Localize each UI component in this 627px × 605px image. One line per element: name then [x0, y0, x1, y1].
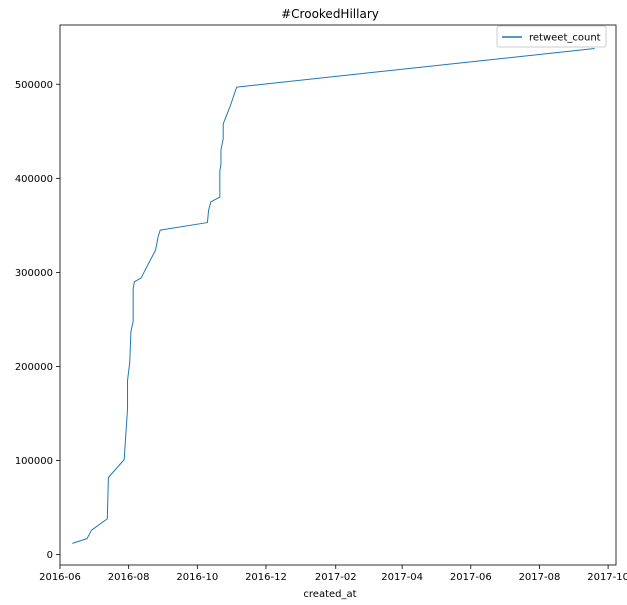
- legend-label-retweet-count: retweet_count: [529, 33, 601, 44]
- x-axis-label: created_at: [303, 589, 356, 600]
- x-tick-label-2017-02: 2017-02: [315, 572, 357, 583]
- y-tick-label-400000: 400000: [15, 174, 53, 185]
- x-tick-label-2017-06: 2017-06: [450, 572, 492, 583]
- plot-area: 2016-06 2016-08 2016-10 2016-12 2017-02 2017-…: [15, 24, 627, 583]
- y-tick-label-300000: 300000: [15, 268, 53, 279]
- x-tick-label-2016-06: 2016-06: [39, 572, 81, 583]
- y-tick-label-0: 0: [47, 550, 53, 561]
- x-tick-label-2016-10: 2016-10: [176, 572, 218, 583]
- x-tick-label-2017-08: 2017-08: [519, 572, 561, 583]
- legend: retweet_count: [496, 25, 607, 48]
- y-tick-label-500000: 500000: [15, 80, 53, 91]
- x-tick-label-2017-10: 2017-10: [587, 572, 627, 583]
- plot-frame: [59, 24, 617, 566]
- x-tick-label-2016-08: 2016-08: [108, 572, 150, 583]
- x-tick-label-2016-12: 2016-12: [245, 572, 287, 583]
- legend-box: [496, 25, 607, 48]
- y-tick-label-100000: 100000: [15, 456, 53, 467]
- x-tick-label-2017-04: 2017-04: [381, 572, 423, 583]
- y-tick-label-200000: 200000: [15, 362, 53, 373]
- chart-title: #CrookedHillary: [281, 7, 379, 21]
- series-line-retweet-count: [72, 48, 595, 544]
